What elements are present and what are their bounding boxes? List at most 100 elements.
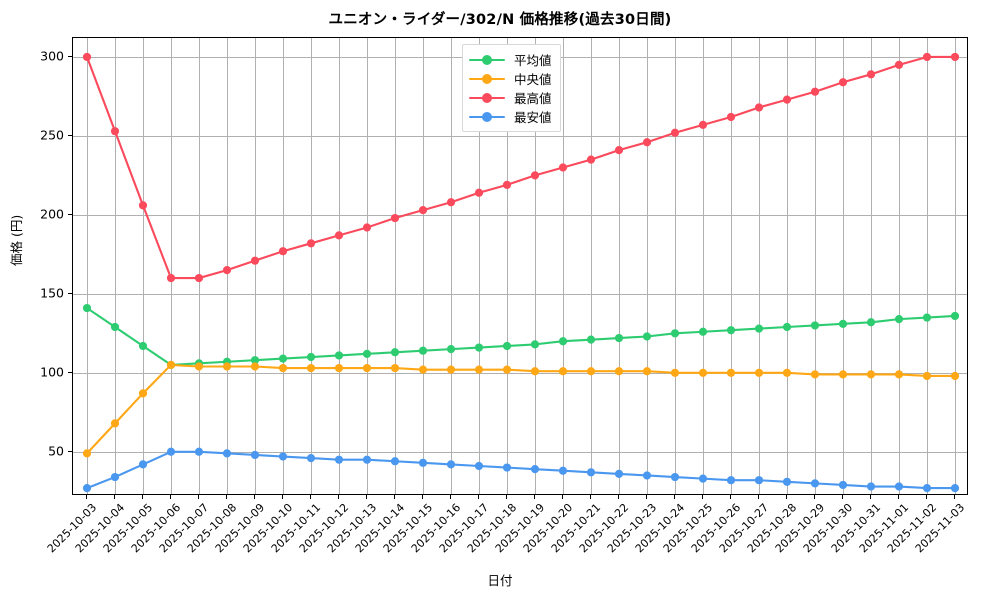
legend-item-最安値[interactable]: 最安値	[469, 107, 552, 126]
data-point	[922, 52, 932, 62]
data-point	[362, 363, 372, 373]
data-point	[278, 354, 288, 363]
data-point	[362, 223, 372, 232]
data-point	[530, 340, 540, 349]
data-point	[586, 155, 596, 164]
data-point	[334, 363, 344, 373]
data-point	[278, 452, 288, 461]
y-tick-label: 50	[48, 443, 64, 459]
data-point	[278, 247, 288, 256]
x-tick-mark	[366, 495, 367, 499]
data-point	[866, 482, 876, 491]
data-point	[922, 313, 932, 322]
data-point	[614, 469, 624, 478]
x-tick-mark	[646, 495, 647, 499]
y-tick-label: 100	[40, 364, 64, 380]
grid-line-vertical	[367, 38, 368, 494]
legend-item-最高値[interactable]: 最高値	[469, 88, 552, 107]
data-point	[726, 326, 736, 335]
x-tick-mark	[618, 495, 619, 499]
y-tick-label: 300	[40, 48, 64, 64]
grid-line-vertical	[619, 38, 620, 494]
series-中央値	[82, 360, 960, 458]
data-point	[670, 472, 680, 482]
grid-line-vertical	[507, 38, 508, 494]
data-point	[894, 482, 904, 491]
series-最安値	[82, 447, 960, 493]
data-point	[250, 256, 260, 265]
data-point	[558, 163, 568, 172]
legend-marker-icon	[469, 111, 505, 123]
data-point	[250, 356, 260, 365]
y-tick-mark	[68, 371, 72, 373]
grid-line-horizontal	[73, 293, 967, 295]
data-point	[950, 484, 960, 493]
data-point	[642, 138, 652, 147]
data-point	[166, 360, 176, 370]
data-point	[950, 311, 960, 321]
y-tick-mark	[68, 134, 72, 136]
grid-line-vertical	[815, 38, 816, 494]
x-tick-mark	[114, 495, 115, 499]
legend-item-中央値[interactable]: 中央値	[469, 69, 552, 88]
data-point	[306, 239, 316, 248]
x-tick-mark	[786, 495, 787, 499]
grid-line-vertical	[927, 38, 928, 494]
grid-line-vertical	[199, 38, 200, 494]
data-point	[222, 266, 232, 275]
data-point	[838, 480, 848, 490]
data-point	[614, 367, 624, 376]
data-point	[502, 365, 512, 374]
grid-line-vertical	[591, 38, 592, 494]
data-point	[390, 213, 400, 223]
data-point	[586, 335, 596, 344]
grid-line-vertical	[787, 38, 788, 494]
series-平均値	[82, 303, 960, 370]
data-point	[474, 461, 484, 471]
x-tick-mark	[254, 495, 255, 499]
x-tick-mark	[422, 495, 423, 499]
data-point	[726, 368, 736, 377]
series-line	[85, 450, 957, 490]
data-point	[558, 367, 568, 376]
grid-line-vertical	[759, 38, 760, 494]
data-point	[82, 303, 92, 313]
legend-item-label: 中央値	[514, 72, 552, 87]
data-point	[390, 363, 400, 373]
grid-line-vertical	[451, 38, 452, 494]
data-point	[222, 449, 232, 458]
grid-line-horizontal	[73, 214, 967, 216]
legend-marker-icon	[469, 73, 505, 85]
y-tick-mark	[68, 55, 72, 57]
data-point	[110, 322, 120, 332]
grid-line-vertical	[423, 38, 424, 494]
data-point	[586, 367, 596, 376]
data-point	[502, 463, 512, 472]
data-point	[754, 103, 764, 112]
data-point	[838, 319, 848, 328]
x-tick-mark	[730, 495, 731, 499]
data-point	[558, 337, 568, 346]
data-point	[642, 332, 652, 341]
data-point	[474, 188, 484, 197]
series-line	[85, 307, 957, 366]
data-point	[418, 206, 428, 215]
data-point	[782, 368, 792, 377]
data-point	[138, 460, 148, 469]
legend-item-label: 平均値	[514, 53, 552, 68]
data-point	[166, 447, 176, 456]
series-line	[85, 55, 957, 280]
data-point	[446, 460, 456, 469]
data-point	[362, 455, 372, 464]
data-point	[446, 198, 456, 207]
x-tick-mark	[898, 495, 899, 499]
legend-item-平均値[interactable]: 平均値	[469, 50, 552, 69]
chart-legend: 平均値中央値 最高値 最安値	[462, 44, 561, 132]
data-point	[446, 365, 456, 374]
data-point	[698, 474, 708, 483]
data-point	[502, 180, 512, 189]
data-point	[614, 333, 624, 343]
data-point	[642, 471, 652, 480]
grid-line-vertical	[171, 38, 172, 494]
x-tick-mark	[926, 495, 927, 499]
